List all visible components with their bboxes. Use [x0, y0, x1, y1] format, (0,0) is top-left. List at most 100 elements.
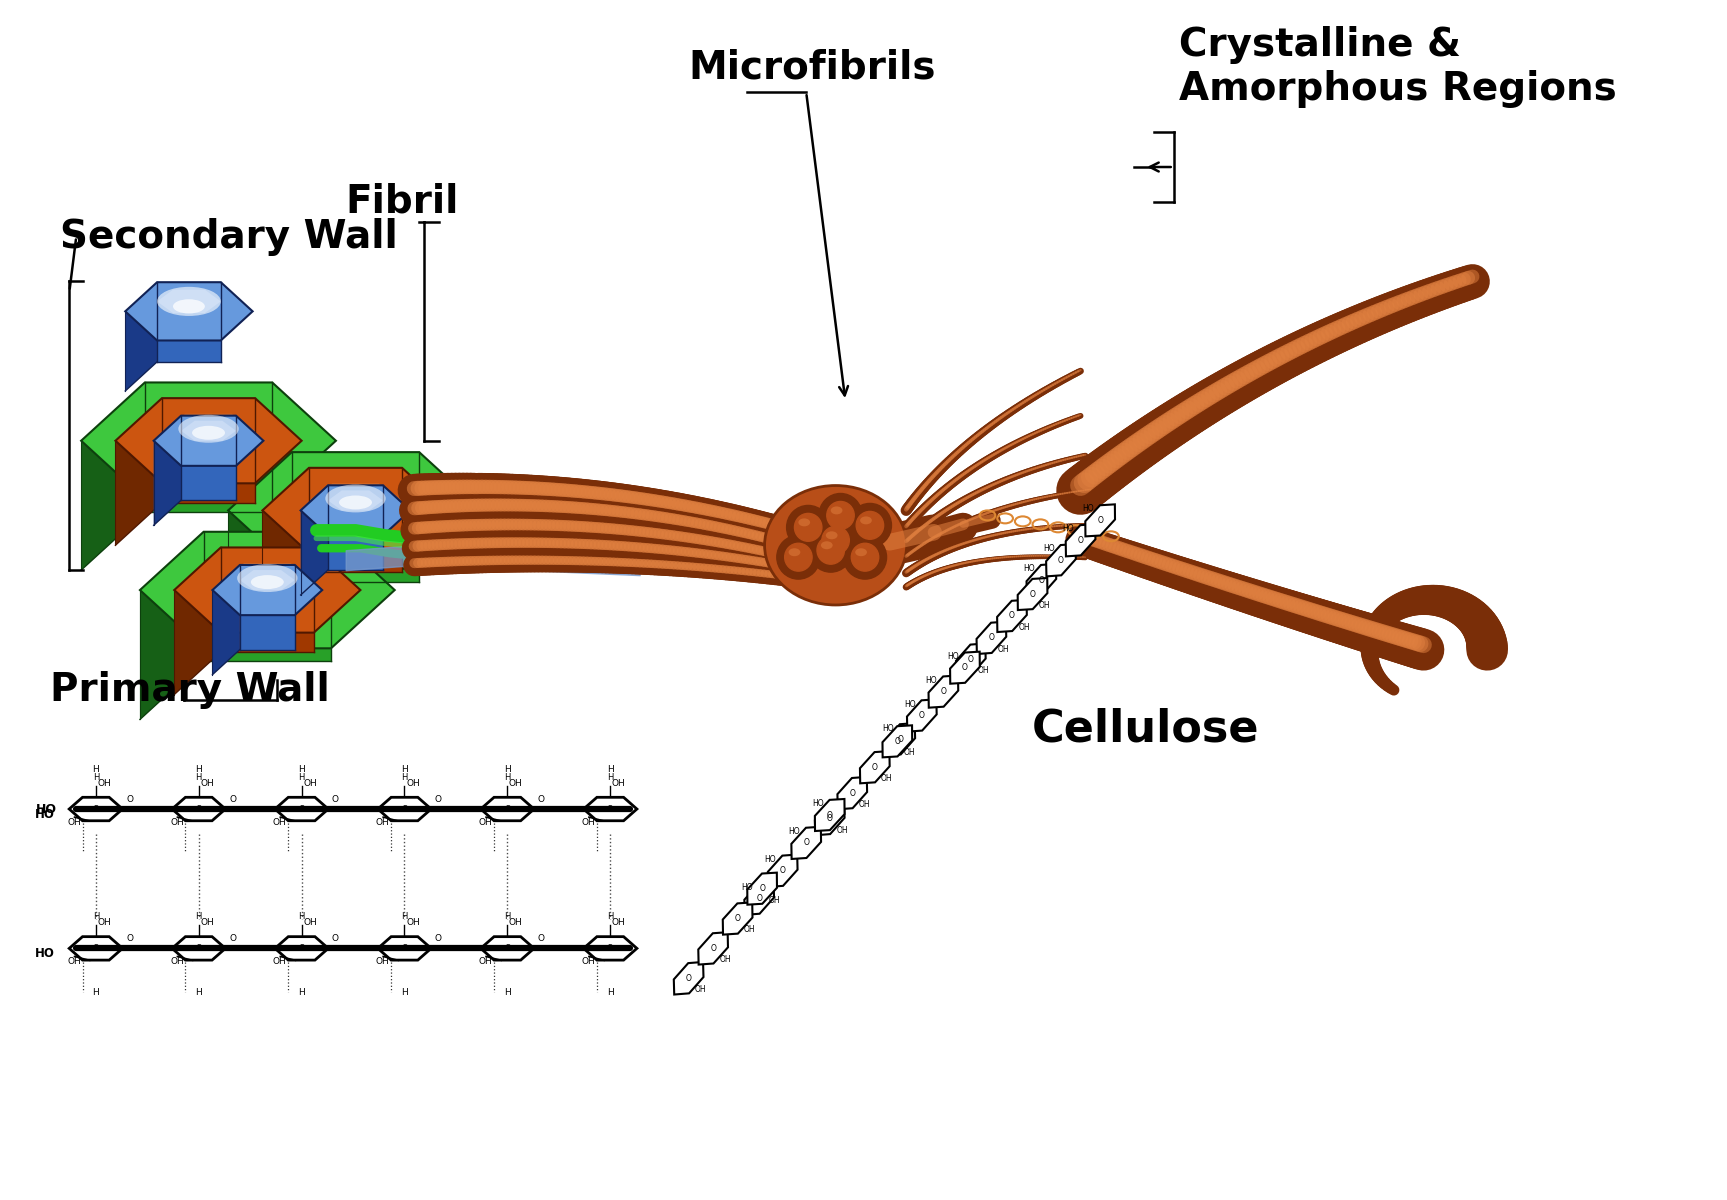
- Polygon shape: [204, 532, 332, 661]
- Text: HO: HO: [946, 652, 958, 661]
- Text: O: O: [93, 804, 98, 814]
- Circle shape: [857, 511, 884, 539]
- Circle shape: [822, 527, 850, 554]
- Ellipse shape: [860, 516, 872, 524]
- Polygon shape: [882, 725, 912, 757]
- Text: O: O: [710, 944, 717, 953]
- Text: H: H: [606, 766, 613, 774]
- Text: Fibril: Fibril: [345, 182, 459, 221]
- Text: HO: HO: [1083, 504, 1093, 514]
- Text: O: O: [872, 763, 877, 772]
- Text: H: H: [93, 988, 98, 997]
- Polygon shape: [950, 652, 979, 684]
- Polygon shape: [996, 600, 1028, 632]
- Ellipse shape: [192, 426, 225, 439]
- Polygon shape: [309, 468, 402, 572]
- Circle shape: [777, 535, 820, 580]
- Ellipse shape: [798, 518, 810, 527]
- Text: HO: HO: [35, 808, 55, 821]
- Polygon shape: [328, 485, 383, 570]
- Text: O: O: [401, 804, 408, 814]
- Text: OH: OH: [97, 918, 111, 926]
- Text: HO: HO: [1043, 545, 1055, 553]
- Polygon shape: [221, 547, 314, 652]
- Circle shape: [817, 536, 845, 564]
- Ellipse shape: [178, 415, 238, 443]
- Text: O: O: [195, 804, 202, 814]
- Polygon shape: [181, 415, 237, 500]
- Circle shape: [810, 528, 851, 572]
- Text: OH: OH: [998, 644, 1009, 654]
- Polygon shape: [140, 532, 395, 648]
- Polygon shape: [1017, 578, 1047, 610]
- Text: O: O: [504, 944, 511, 953]
- Text: OH: OH: [1038, 601, 1050, 610]
- Text: O: O: [827, 815, 832, 823]
- Text: OH: OH: [769, 895, 781, 905]
- Text: OH: OH: [406, 779, 420, 787]
- Text: OH: OH: [611, 779, 625, 787]
- Text: OH: OH: [881, 774, 893, 784]
- Ellipse shape: [157, 287, 221, 316]
- Text: O: O: [850, 788, 855, 798]
- Text: H: H: [608, 773, 613, 781]
- Polygon shape: [292, 478, 420, 523]
- Text: H: H: [401, 766, 408, 774]
- Polygon shape: [815, 799, 845, 832]
- Text: OH: OH: [67, 818, 81, 827]
- Ellipse shape: [855, 548, 867, 557]
- Polygon shape: [1085, 504, 1116, 536]
- Text: OH: OH: [478, 958, 492, 966]
- Text: O: O: [230, 794, 237, 804]
- Text: O: O: [1038, 576, 1045, 584]
- Text: H: H: [299, 912, 304, 920]
- Circle shape: [784, 544, 812, 571]
- Polygon shape: [240, 570, 295, 590]
- Polygon shape: [976, 622, 1007, 654]
- Text: HO: HO: [903, 700, 915, 709]
- Text: OH: OH: [582, 958, 596, 966]
- Text: O: O: [332, 794, 338, 804]
- Text: H: H: [504, 988, 511, 997]
- Text: O: O: [537, 934, 544, 943]
- Polygon shape: [240, 565, 295, 649]
- Text: HO: HO: [35, 947, 55, 960]
- Text: O: O: [898, 734, 903, 744]
- Polygon shape: [81, 383, 145, 570]
- Text: Microfibrils: Microfibrils: [689, 48, 936, 86]
- Polygon shape: [126, 282, 157, 391]
- Polygon shape: [145, 383, 273, 512]
- Text: O: O: [1029, 589, 1036, 599]
- Text: HO: HO: [741, 883, 753, 892]
- Ellipse shape: [250, 575, 283, 589]
- Circle shape: [851, 544, 879, 571]
- Text: HO: HO: [765, 854, 777, 864]
- Polygon shape: [860, 751, 889, 784]
- Polygon shape: [957, 643, 986, 676]
- Text: O: O: [1078, 535, 1083, 545]
- Text: OH: OH: [171, 958, 183, 966]
- Polygon shape: [328, 491, 383, 510]
- Text: H: H: [93, 766, 98, 774]
- Text: O: O: [435, 934, 442, 943]
- Polygon shape: [791, 827, 820, 859]
- Polygon shape: [815, 803, 845, 835]
- Text: O: O: [827, 810, 832, 820]
- Polygon shape: [263, 468, 309, 614]
- Polygon shape: [181, 421, 237, 440]
- Polygon shape: [263, 468, 449, 553]
- Text: Primary Wall: Primary Wall: [50, 671, 330, 708]
- Text: OH: OH: [97, 779, 111, 787]
- Text: HO: HO: [926, 676, 938, 685]
- Polygon shape: [174, 547, 221, 695]
- Polygon shape: [300, 485, 328, 595]
- Text: Secondary Wall: Secondary Wall: [60, 217, 397, 256]
- Text: OH: OH: [509, 779, 523, 787]
- Text: O: O: [504, 804, 511, 814]
- Text: OH: OH: [200, 779, 214, 787]
- Text: OH: OH: [858, 800, 870, 809]
- Text: OH: OH: [903, 749, 915, 757]
- Text: Crystalline &
Amorphous Regions: Crystalline & Amorphous Regions: [1178, 26, 1616, 108]
- Text: O: O: [93, 944, 98, 953]
- Polygon shape: [81, 383, 337, 499]
